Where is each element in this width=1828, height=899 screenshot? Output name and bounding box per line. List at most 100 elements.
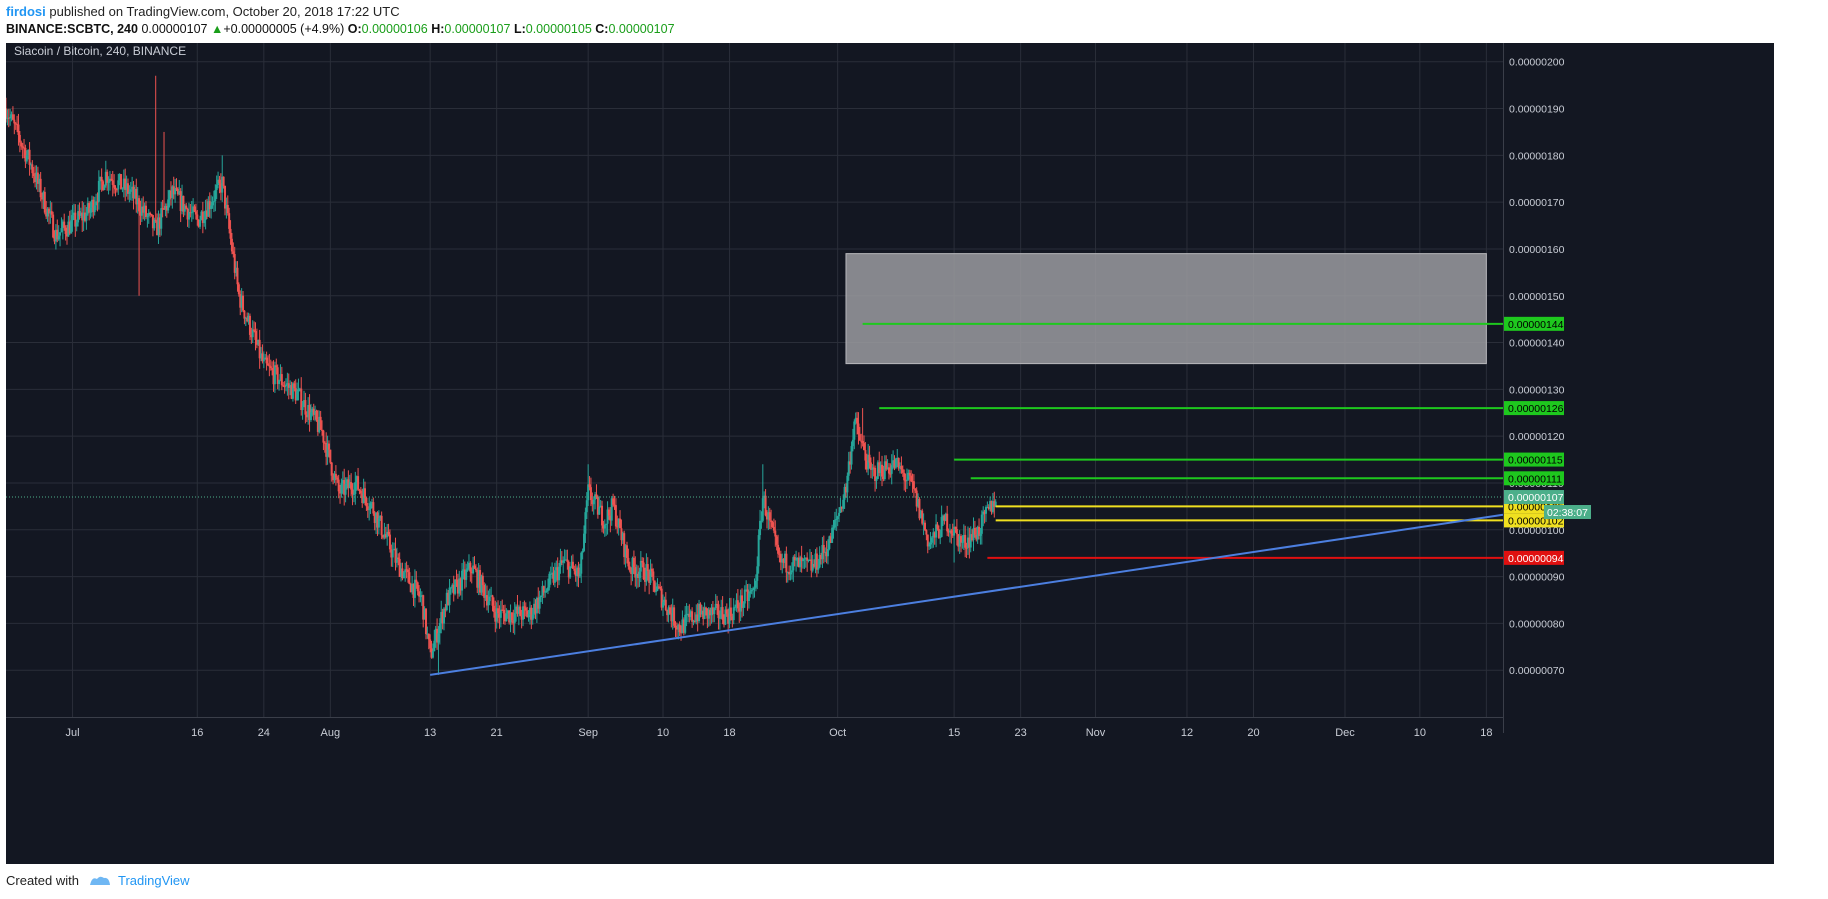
candle-body: [242, 295, 245, 311]
candle-body: [343, 480, 346, 495]
candle-body: [111, 180, 114, 185]
candle-body: [685, 614, 688, 616]
candle-body: [641, 560, 644, 563]
candle-body: [107, 181, 110, 183]
candle-body: [210, 205, 213, 210]
candle-body: [771, 522, 774, 527]
candle-body: [36, 172, 39, 184]
price-chart[interactable]: 0.00000070 0.00000080 0.00000090 0.00000100…: [6, 43, 1774, 864]
candle-body: [488, 596, 491, 602]
candle-body: [706, 608, 709, 619]
candle-body: [619, 518, 622, 529]
candle-body: [795, 559, 798, 561]
candle-body: [99, 176, 102, 181]
candle-body: [686, 613, 689, 615]
candle-body: [441, 611, 444, 624]
candle-body: [193, 206, 196, 212]
candle-body: [393, 548, 396, 551]
candle-body: [451, 584, 454, 588]
candle-body: [458, 578, 461, 594]
candle-body: [718, 617, 721, 619]
candle-body: [728, 607, 731, 624]
candle-body: [140, 206, 143, 216]
candle-body: [863, 443, 866, 451]
candle-body: [289, 385, 292, 388]
candle-body: [919, 510, 922, 519]
candle-body: [158, 217, 161, 229]
time-axis[interactable]: Jul 16 24 Aug 13 21 Sep 10 18 Oct 15 23 Nov 12 20 Dec 10…: [66, 727, 1493, 739]
candle-body: [211, 201, 214, 206]
candle-body: [352, 494, 355, 496]
candle-body: [978, 526, 981, 536]
candle-body: [853, 421, 856, 440]
candle-body: [472, 565, 475, 574]
candle-body: [247, 315, 250, 322]
candle-body: [102, 181, 105, 191]
candle-body: [77, 211, 80, 223]
candle-body: [876, 462, 879, 479]
candle-body: [541, 586, 544, 596]
candle-body: [318, 416, 321, 432]
open-value: 0.00000106: [361, 22, 428, 36]
candle-body: [135, 189, 138, 205]
candle-body: [729, 607, 732, 617]
candle-body: [803, 558, 806, 560]
candle-body: [713, 608, 716, 615]
price-tick-label: 0.00000130: [1509, 384, 1565, 396]
candle-body: [523, 606, 526, 608]
candle-body: [610, 498, 613, 521]
level-label-bg: [1504, 452, 1564, 467]
candle-body: [190, 212, 193, 214]
candle-body: [291, 383, 294, 399]
candle-body: [196, 214, 199, 220]
candle-body: [929, 542, 932, 545]
candle-body: [53, 237, 56, 242]
candle-body: [537, 597, 540, 609]
candle-body: [989, 500, 992, 509]
price-tick-label: 0.00000140: [1509, 338, 1565, 350]
candles: [6, 75, 997, 675]
candle-body: [194, 211, 197, 215]
candle-body: [25, 155, 28, 162]
candle-body: [940, 516, 943, 537]
tradingview-link[interactable]: TradingView: [118, 873, 190, 888]
candle-body: [612, 498, 615, 505]
candle-body: [305, 414, 308, 418]
candle-body: [535, 597, 538, 614]
candle-body: [224, 185, 227, 209]
candle-body: [276, 367, 279, 385]
candle-body: [481, 575, 484, 586]
candle-body: [200, 211, 203, 220]
candle-body: [775, 536, 778, 545]
candle-body: [813, 563, 816, 567]
candle-body: [411, 583, 414, 593]
candle-body: [117, 180, 120, 190]
candle-body: [494, 611, 497, 622]
candle-body: [562, 560, 565, 563]
candle-body: [160, 208, 163, 229]
candle-body: [663, 599, 666, 603]
candle-body: [27, 149, 30, 156]
price-axis[interactable]: 0.00000070 0.00000080 0.00000090 0.00000100…: [1509, 57, 1565, 677]
candle-body: [491, 595, 494, 606]
price-tick-label: 0.00000170: [1509, 197, 1565, 209]
candle-body: [244, 317, 247, 319]
candle-body: [628, 566, 631, 571]
candle-body: [542, 586, 545, 593]
candle-body: [659, 586, 662, 589]
candle-body: [100, 176, 103, 182]
candle-body: [364, 488, 367, 498]
candle-body: [176, 188, 179, 195]
candle-body: [361, 493, 364, 503]
candle-body: [309, 412, 312, 420]
candle-body: [201, 211, 204, 224]
created-with-text: Created with: [6, 873, 79, 888]
candle-body: [150, 213, 153, 216]
candle-body: [553, 570, 556, 583]
time-tick-label: 12: [1181, 727, 1193, 739]
candle-body: [218, 179, 221, 184]
author-link[interactable]: firdosi: [6, 4, 46, 19]
candle-body: [696, 614, 699, 621]
candle-body: [50, 211, 53, 215]
candle-body: [943, 515, 946, 521]
